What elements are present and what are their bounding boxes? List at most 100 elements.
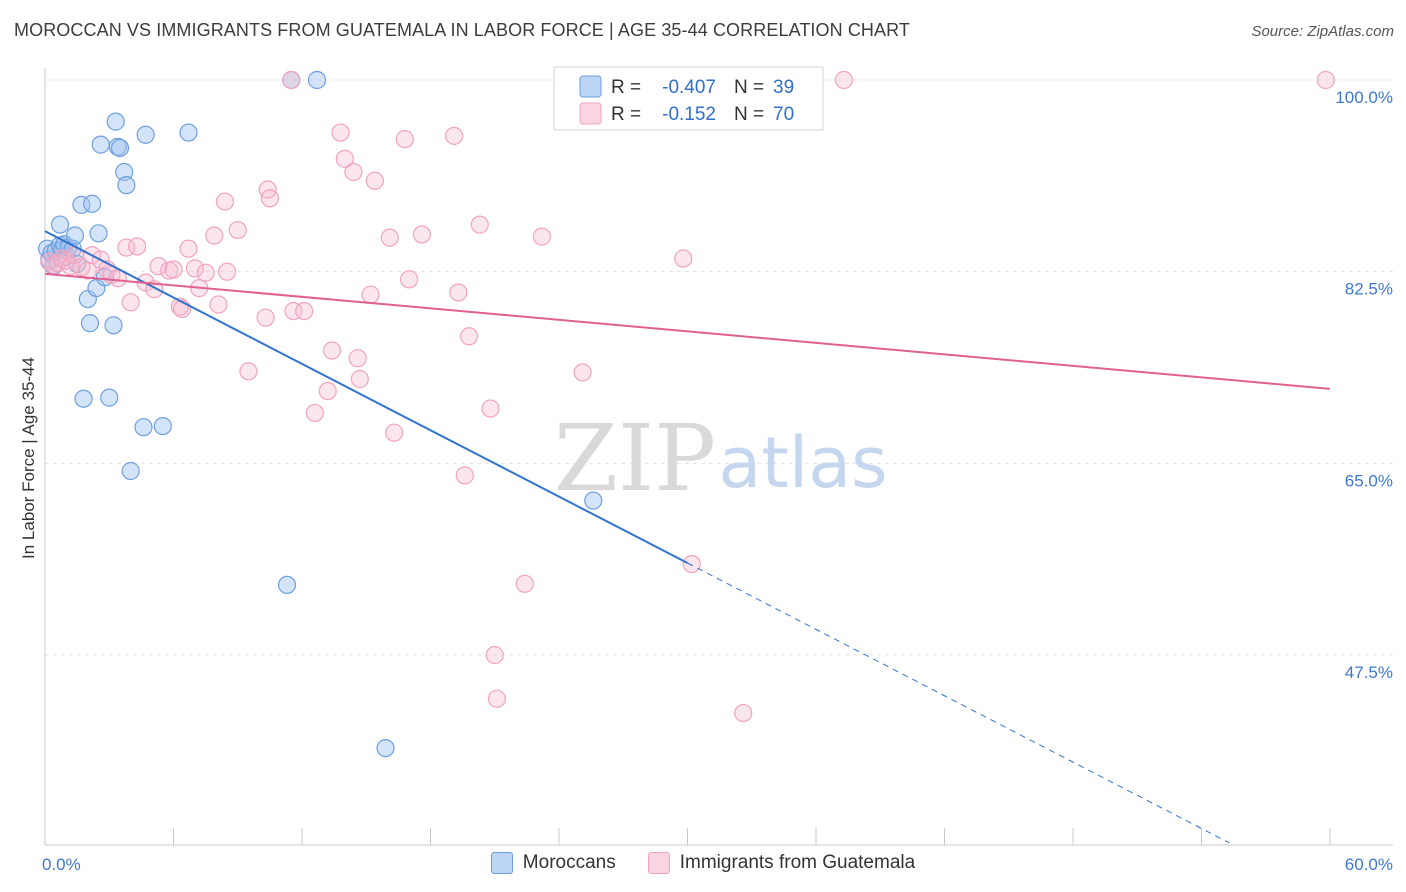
legend-item-moroccans: Moroccans: [490, 852, 616, 874]
point-guatemala: [256, 308, 275, 327]
x-tick-label: 60.0%: [1345, 855, 1393, 874]
y-tick-label: 65.0%: [1345, 471, 1393, 490]
y-tick-labels: 100.0% 82.5% 65.0% 47.5%: [1335, 88, 1393, 682]
point-guatemala: [361, 285, 380, 304]
point-guatemala: [449, 283, 468, 302]
point-guatemala: [205, 226, 224, 245]
point-moroccans: [106, 112, 125, 131]
trend-lines: [44, 230, 1331, 844]
watermark-zip: ZIP: [554, 405, 716, 512]
point-guatemala: [322, 341, 342, 360]
point-guatemala: [305, 403, 324, 423]
point-moroccans: [115, 162, 134, 182]
chart-title: MOROCCAN VS IMMIGRANTS FROM GUATEMALA IN…: [14, 20, 911, 40]
point-guatemala: [335, 149, 354, 168]
point-moroccans: [83, 194, 102, 213]
y-tick-label: 100.0%: [1335, 88, 1393, 107]
point-moroccans: [179, 123, 198, 142]
axes: [44, 68, 1393, 846]
trend-extension-moroccans: [687, 562, 1230, 844]
point-guatemala: [395, 130, 414, 149]
point-guatemala: [318, 381, 337, 401]
trend-line-moroccans: [44, 230, 688, 564]
point-guatemala: [127, 237, 147, 256]
point-guatemala: [239, 362, 258, 381]
point-guatemala: [365, 171, 384, 190]
point-guatemala: [674, 249, 693, 268]
legend-swatch: [647, 852, 670, 874]
legend-swatch-guatemala: [579, 102, 602, 125]
legend-r-value-moroccans: -0.407: [662, 77, 716, 98]
point-moroccans: [74, 389, 93, 408]
y-tick-label: 82.5%: [1345, 280, 1393, 299]
point-guatemala: [380, 228, 399, 247]
point-moroccans: [117, 176, 136, 195]
point-moroccans: [134, 418, 153, 437]
point-guatemala: [412, 225, 432, 244]
legend-item-guatemala: Immigrants from Guatemala: [647, 852, 916, 874]
trend-line-guatemala: [44, 272, 1331, 390]
point-guatemala: [228, 220, 247, 240]
point-guatemala: [121, 293, 140, 312]
point-guatemala: [149, 257, 168, 276]
point-guatemala: [459, 327, 479, 346]
watermark: ZIP atlas: [554, 405, 888, 512]
point-guatemala: [331, 123, 350, 142]
source-credit: Source: ZipAtlas.com: [1251, 23, 1394, 40]
point-moroccans: [121, 461, 140, 481]
legend-n-label: N =: [734, 104, 764, 125]
point-moroccans: [65, 226, 85, 245]
point-guatemala: [399, 270, 419, 289]
point-guatemala: [682, 554, 701, 574]
point-guatemala: [348, 349, 367, 368]
point-guatemala: [344, 162, 363, 182]
x-tick-label: 0.0%: [42, 855, 81, 874]
legend-label-guatemala: Immigrants from Guatemala: [679, 852, 916, 873]
point-guatemala: [834, 70, 853, 90]
point-guatemala: [485, 645, 504, 665]
point-moroccans: [376, 738, 395, 758]
legend-swatch: [490, 852, 513, 874]
point-moroccans: [89, 224, 108, 243]
legend-swatch-moroccans: [579, 75, 602, 98]
point-guatemala: [481, 399, 500, 418]
point-moroccans: [584, 491, 603, 510]
point-guatemala: [185, 259, 205, 278]
point-guatemala: [217, 262, 237, 281]
point-moroccans: [80, 314, 100, 333]
point-moroccans: [110, 138, 130, 158]
point-guatemala: [295, 301, 314, 321]
point-guatemala: [284, 301, 303, 321]
point-guatemala: [164, 260, 183, 279]
point-moroccans: [50, 215, 70, 234]
legend-r-value-guatemala: -0.152: [662, 104, 716, 125]
point-guatemala: [384, 423, 404, 442]
legend-n-label: N =: [734, 77, 764, 98]
series-legend: Moroccans Immigrants from Guatemala: [0, 852, 1406, 874]
point-guatemala: [209, 295, 228, 314]
legend-label-moroccans: Moroccans: [522, 852, 616, 873]
point-guatemala: [179, 239, 198, 258]
point-guatemala: [515, 574, 534, 593]
point-guatemala: [455, 466, 474, 485]
point-moroccans: [104, 316, 123, 335]
point-guatemala: [282, 70, 301, 90]
x-tick-labels: 0.0% 60.0%: [42, 855, 1393, 874]
point-moroccans: [153, 416, 172, 436]
legend-n-value-guatemala: 70: [773, 104, 794, 125]
stats-legend: R = -0.407 N = 39 R = -0.152 N = 70: [553, 66, 824, 131]
watermark-atlas: atlas: [718, 422, 887, 504]
point-guatemala: [215, 192, 234, 211]
point-guatemala: [487, 689, 506, 708]
y-axis-title: In Labor Force | Age 35-44: [19, 357, 38, 559]
point-guatemala: [734, 703, 753, 723]
y-tick-label: 47.5%: [1345, 663, 1393, 682]
legend-r-label: R =: [611, 104, 641, 125]
legend-r-label: R =: [611, 77, 641, 98]
point-guatemala: [470, 215, 489, 234]
legend-n-value-moroccans: 39: [773, 77, 794, 98]
point-guatemala: [260, 189, 279, 208]
point-guatemala: [350, 369, 369, 389]
point-guatemala: [1316, 70, 1335, 90]
